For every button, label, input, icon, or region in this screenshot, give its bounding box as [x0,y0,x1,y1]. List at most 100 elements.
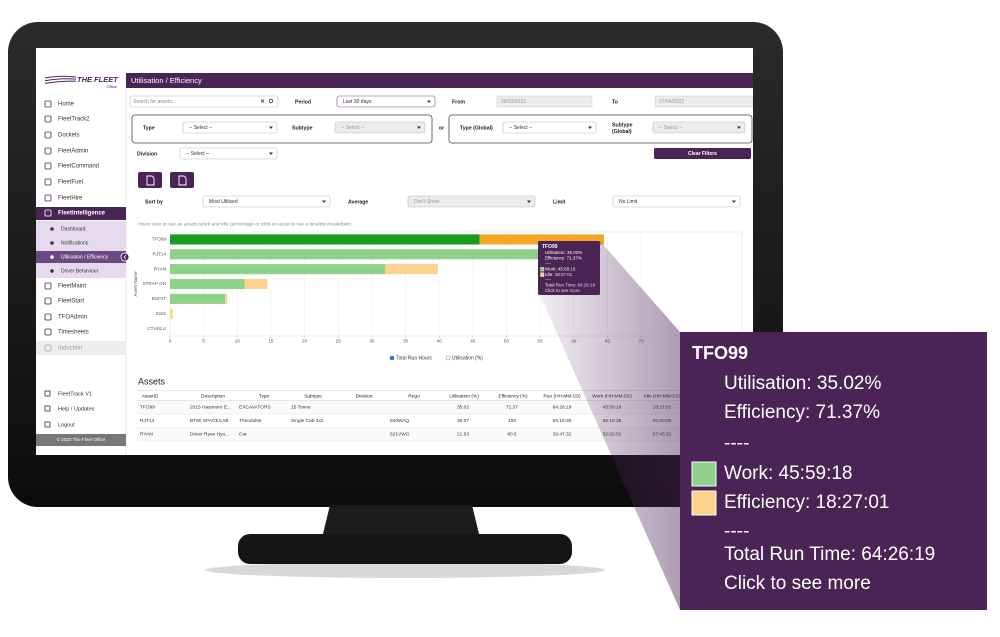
select[interactable] [336,95,436,108]
menu-item[interactable]: TFOAdmin [58,315,87,321]
field-label: Average [348,199,368,205]
x-tick-label: 50 [504,339,510,344]
bar-segment[interactable] [170,308,173,319]
date-value: 08/03/2022 [501,99,526,105]
column-header: Subtype [304,393,322,399]
field-label: Limit [553,199,566,205]
menu-icon [44,344,52,352]
table-cell: 621VWG [390,431,410,437]
copyright: © 2022 The Fleet Office [57,436,106,442]
submenu-item[interactable]: Driver Behaviour [61,268,99,274]
active-section [36,207,126,220]
select[interactable] [334,121,426,134]
y-tick-label: STRAP ON [143,281,166,286]
callout-line: Efficiency: 71.37% [724,402,880,423]
submenu-item[interactable]: Utilisation / Efficiency [61,254,109,260]
table-cell: 30.07 [457,418,469,424]
submenu-item[interactable]: Notifications [61,240,89,246]
radio[interactable] [445,355,451,361]
table-row[interactable] [137,428,753,441]
select[interactable] [182,121,278,134]
file-icon [178,175,187,186]
menu-item[interactable]: Dockets [58,133,80,139]
menu-item[interactable]: FleetHire [58,196,83,202]
bar-segment[interactable] [170,293,226,304]
radio[interactable] [389,355,395,361]
menu-item[interactable]: Logout [58,422,75,428]
submenu-item[interactable]: Dashboard [61,226,86,232]
menu-item[interactable]: FleetFuel [58,180,83,186]
tooltip-line: Efficiency: 71.37% [545,256,582,261]
filter-group [131,114,433,144]
column-header: Efficiency (%) [498,393,528,399]
menu-item[interactable]: FleetTrack V1 [58,391,92,397]
column-header: Description [201,393,225,399]
menu-item[interactable]: FleetTrack2 [58,117,90,123]
menu-item[interactable]: FleetMaint [58,284,86,290]
callout-line: ---- [724,521,749,542]
callout-line: Efficiency: 18:27:01 [724,492,889,513]
bar-segment[interactable] [170,234,480,245]
menu-item[interactable]: Timesheets [58,330,89,336]
column-header: Type [259,393,270,399]
page-title: Utilisation / Efficiency [131,76,202,85]
select[interactable] [502,121,597,134]
tooltip-line: ---- [545,277,551,282]
radio-label: Utilisation (%) [452,355,483,361]
bar-segment[interactable] [225,293,228,304]
tooltip-line: Work: 45:59:18 [545,266,576,271]
clear-icon[interactable] [260,99,265,103]
table-cell: Car [239,431,247,437]
menu-icon [44,147,52,155]
date-input[interactable] [654,95,753,108]
menu-item[interactable]: FleetIntelligence [58,211,106,217]
header-bar [126,73,753,88]
bar-segment[interactable] [385,264,438,275]
x-tick-label: 25 [336,339,342,344]
export-button[interactable] [138,172,162,188]
date-input[interactable] [496,95,593,108]
table-cell: EXCAVATORS [239,404,271,410]
table-cell: 35.02 [457,404,469,410]
table-cell: RJT14 [140,418,154,424]
shadow [205,562,605,578]
monitor-base [238,534,572,564]
bar-segment[interactable] [244,278,268,290]
select[interactable] [612,195,741,208]
export-button[interactable] [170,172,194,188]
menu-item[interactable]: FleetAdmin [58,149,88,155]
bar-segment[interactable] [170,249,543,260]
menu-item[interactable]: FleetStart [58,299,84,305]
menu-icon [44,313,52,321]
select[interactable] [652,121,746,134]
menu-icon [44,131,52,139]
table-cell: Driver Ryan Hyu... [190,431,229,437]
bar-segment[interactable] [479,234,605,245]
search-box[interactable] [129,95,279,108]
bar-segment[interactable] [170,278,245,290]
x-tick-label: 30 [369,339,375,344]
bar-segment[interactable] [170,264,386,275]
table-cell: 80.5 [507,431,517,437]
tooltip-title: TFO99 [542,244,558,250]
x-tick-label: 20 [302,339,308,344]
menu-icon [44,209,52,217]
tooltip-line: Idle: 18:27:01 [545,272,573,277]
select[interactable] [407,195,536,208]
select-value: Last 30 days [343,99,372,105]
y-tick-label: TFO99 [152,237,167,242]
filter-group [448,114,753,144]
menu-item[interactable]: Help / Updates [58,406,95,412]
select[interactable] [179,147,278,160]
section-title: Assets [138,376,166,386]
menu-item[interactable]: Induction [58,346,82,352]
collapse-toggle[interactable] [120,252,130,262]
table-cell: 2015 Hasimore E... [190,404,231,410]
menu-item[interactable]: FleetCommand [58,164,99,170]
clear-filters-button[interactable] [654,148,751,159]
clear-filters-label: Clear Filters [688,151,717,157]
menu-item[interactable]: Home [58,102,75,108]
select[interactable] [202,195,331,208]
x-tick-label: 55 [538,339,544,344]
